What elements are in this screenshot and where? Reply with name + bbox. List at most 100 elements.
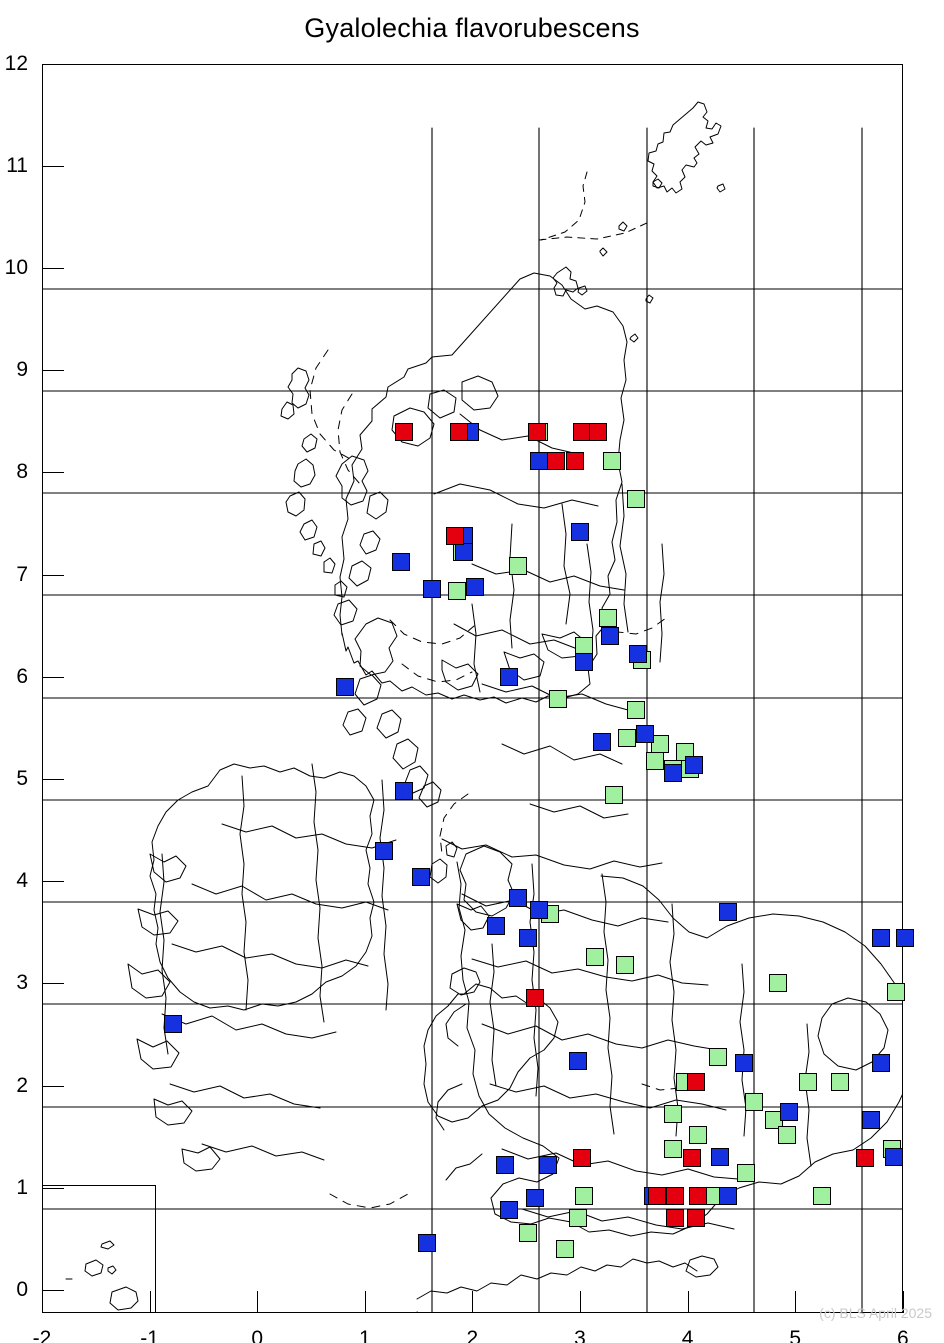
map-record-marker	[872, 1054, 891, 1073]
map-record-marker	[626, 700, 645, 719]
y-axis-label: 2	[16, 1073, 28, 1097]
x-axis-tick	[687, 1291, 689, 1313]
y-axis-label: 11	[6, 153, 28, 177]
map-record-marker	[392, 553, 411, 572]
y-axis-label: 7	[16, 562, 28, 586]
map-record-marker	[508, 557, 527, 576]
map-record-marker	[575, 637, 594, 656]
plot-area: 0 1 2 3 4 5 6 7 8 9 10 11 12 -2 -1 0 1 2 3 4 5 6	[5, 52, 914, 1343]
y-axis-tick	[42, 881, 64, 883]
map-record-marker	[687, 1209, 706, 1228]
map-record-marker	[598, 608, 617, 627]
map-record-marker	[573, 1149, 592, 1168]
map-record-marker	[525, 988, 544, 1007]
map-record-marker	[547, 452, 566, 471]
channel-islands-inset-frame	[42, 1185, 156, 1313]
map-record-marker	[626, 489, 645, 508]
x-axis-label: 4	[681, 1327, 694, 1343]
x-axis-tick	[580, 1291, 581, 1313]
x-axis-tick	[149, 1291, 151, 1313]
map-record-marker	[768, 974, 787, 993]
map-record-marker	[495, 1156, 514, 1175]
map-record-marker	[777, 1125, 796, 1144]
map-record-marker	[831, 1072, 850, 1091]
y-axis-tick	[42, 983, 64, 985]
y-axis-tick	[42, 268, 64, 269]
map-record-marker	[895, 929, 914, 948]
map-record-marker	[710, 1148, 729, 1167]
map-record-marker	[734, 1054, 753, 1073]
map-record-marker	[422, 579, 441, 598]
map-record-marker	[618, 729, 637, 748]
map-record-marker	[375, 841, 394, 860]
map-record-marker	[565, 452, 584, 471]
map-record-marker	[527, 422, 546, 441]
map-record-marker	[575, 653, 594, 672]
x-axis-label: -1	[140, 1327, 159, 1343]
map-record-marker	[586, 947, 605, 966]
map-record-marker	[394, 782, 413, 801]
map-record-marker	[549, 690, 568, 709]
map-record-marker	[648, 1186, 667, 1205]
x-axis-label: 0	[251, 1327, 264, 1343]
x-axis-tick	[42, 1291, 43, 1313]
map-record-marker	[736, 1164, 755, 1183]
map-record-marker	[530, 452, 549, 471]
map-record-marker	[813, 1186, 832, 1205]
x-axis-tick	[364, 1291, 366, 1313]
map-record-marker	[616, 956, 635, 974]
y-axis-label: 12	[4, 51, 28, 75]
map-record-marker	[885, 1148, 904, 1167]
y-axis-tick	[42, 779, 64, 780]
map-record-marker	[663, 1139, 682, 1158]
map-record-marker	[418, 1233, 437, 1252]
map-record-marker	[687, 1072, 706, 1091]
map-record-marker	[856, 1149, 875, 1168]
y-axis-label: 1	[16, 1175, 28, 1199]
y-axis-label: 9	[16, 358, 28, 382]
map-record-marker	[454, 543, 473, 562]
y-axis-label: 6	[16, 664, 28, 688]
map-record-marker	[635, 725, 654, 744]
map-record-marker	[411, 868, 430, 887]
y-axis-tick	[42, 1187, 64, 1189]
map-record-marker	[665, 1209, 684, 1228]
map-record-marker	[682, 1149, 701, 1168]
map-record-marker	[530, 900, 549, 919]
y-axis-label: 5	[16, 767, 28, 790]
map-record-marker	[663, 763, 682, 782]
map-record-marker	[663, 1105, 682, 1124]
map-record-marker	[571, 522, 589, 541]
x-axis-tick-edge	[903, 1291, 904, 1313]
x-axis-label: 6	[896, 1327, 909, 1343]
map-record-marker	[719, 1186, 738, 1205]
map-record-marker	[719, 902, 738, 921]
map-record-marker	[592, 733, 611, 752]
y-axis-label: 4	[16, 869, 28, 893]
map-record-marker	[629, 645, 648, 664]
page-title: Gyalolechia flavorubescens	[304, 13, 640, 43]
map-record-marker	[538, 1156, 557, 1175]
x-axis-label: 5	[789, 1327, 802, 1343]
map-record-marker	[448, 581, 467, 600]
y-axis-label: 10	[4, 256, 28, 279]
copyright-notice: (c) BLS April 2025	[819, 1305, 932, 1321]
y-axis-label: 3	[16, 971, 28, 995]
map-record-marker	[665, 1186, 684, 1205]
map-record-marker	[568, 1052, 587, 1071]
map-record-marker	[336, 678, 355, 697]
y-axis-label: 0	[16, 1278, 28, 1301]
map-record-marker	[465, 577, 484, 596]
map-record-marker	[555, 1240, 574, 1259]
x-axis-tick	[795, 1291, 797, 1313]
y-axis-tick	[42, 1085, 64, 1087]
map-record-marker	[646, 751, 665, 770]
map-record-marker	[394, 422, 413, 441]
map-record-marker	[872, 929, 891, 948]
map-record-marker	[508, 888, 527, 907]
map-record-marker	[689, 1125, 708, 1144]
map-record-marker	[601, 626, 620, 645]
map-record-marker	[164, 1015, 183, 1034]
y-axis-tick	[42, 472, 64, 474]
